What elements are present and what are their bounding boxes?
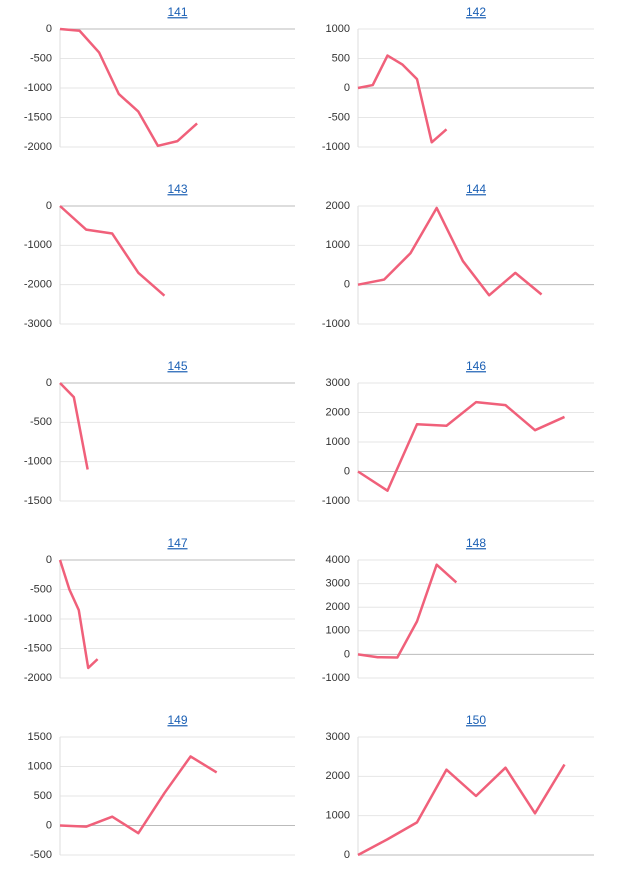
y-tick-label: -500 bbox=[30, 849, 52, 861]
y-tick-label: 1000 bbox=[28, 760, 52, 772]
y-tick-label: -1000 bbox=[24, 82, 52, 94]
chart-title[interactable]: 143 bbox=[167, 182, 187, 196]
y-tick-label: 1500 bbox=[28, 731, 52, 743]
y-tick-label: -1000 bbox=[24, 456, 52, 468]
y-tick-label: 1000 bbox=[326, 239, 350, 251]
y-tick-label: 0 bbox=[46, 23, 52, 35]
chart-title[interactable]: 149 bbox=[167, 713, 187, 727]
y-tick-label: 1000 bbox=[326, 23, 350, 35]
y-tick-label: -2000 bbox=[24, 279, 52, 291]
data-line bbox=[59, 382, 89, 470]
chart-title[interactable]: 142 bbox=[466, 5, 486, 19]
data-line bbox=[357, 206, 543, 297]
data-line bbox=[58, 559, 99, 670]
data-line bbox=[59, 755, 218, 835]
y-tick-label: -1000 bbox=[322, 318, 350, 330]
y-tick-label: -1000 bbox=[24, 613, 52, 625]
y-tick-label: 1000 bbox=[326, 810, 350, 822]
y-tick-label: -1500 bbox=[24, 495, 52, 507]
y-tick-label: -1000 bbox=[322, 672, 350, 684]
data-line bbox=[357, 563, 458, 659]
chart-title[interactable]: 144 bbox=[466, 182, 486, 196]
data-line bbox=[59, 205, 166, 297]
y-tick-label: 500 bbox=[332, 52, 350, 64]
chart-title[interactable]: 145 bbox=[167, 359, 187, 373]
y-tick-label: 2000 bbox=[326, 406, 350, 418]
y-tick-label: -1000 bbox=[322, 141, 350, 153]
y-tick-label: 2000 bbox=[326, 200, 350, 212]
y-tick-label: 1000 bbox=[326, 625, 350, 637]
y-tick-label: 0 bbox=[344, 82, 350, 94]
chart-title[interactable]: 150 bbox=[466, 713, 486, 727]
y-tick-label: 0 bbox=[344, 279, 350, 291]
y-tick-label: 0 bbox=[344, 648, 350, 660]
y-tick-label: -2000 bbox=[24, 141, 52, 153]
data-line bbox=[357, 400, 566, 492]
y-tick-label: -500 bbox=[30, 416, 52, 428]
y-tick-label: -1000 bbox=[24, 239, 52, 251]
y-tick-label: -1500 bbox=[24, 642, 52, 654]
chart-title[interactable]: 148 bbox=[466, 536, 486, 550]
data-line bbox=[59, 27, 198, 148]
data-line bbox=[357, 54, 448, 144]
y-tick-label: 3000 bbox=[326, 731, 350, 743]
y-tick-label: 0 bbox=[46, 377, 52, 389]
y-tick-label: 0 bbox=[344, 849, 350, 861]
y-tick-label: -1000 bbox=[322, 495, 350, 507]
y-tick-label: -2000 bbox=[24, 672, 52, 684]
y-tick-label: 3000 bbox=[326, 377, 350, 389]
y-tick-label: 500 bbox=[34, 790, 52, 802]
chart-title[interactable]: 141 bbox=[167, 5, 187, 19]
y-tick-label: 0 bbox=[344, 465, 350, 477]
y-tick-label: 2000 bbox=[326, 601, 350, 613]
data-line bbox=[357, 763, 566, 857]
y-tick-label: 0 bbox=[46, 200, 52, 212]
y-tick-label: -500 bbox=[30, 52, 52, 64]
y-tick-label: -3000 bbox=[24, 318, 52, 330]
y-tick-label: 4000 bbox=[326, 554, 350, 566]
chart-title[interactable]: 146 bbox=[466, 359, 486, 373]
y-tick-label: 2000 bbox=[326, 770, 350, 782]
y-tick-label: 1000 bbox=[326, 436, 350, 448]
y-tick-label: -500 bbox=[328, 111, 350, 123]
y-tick-label: 0 bbox=[46, 819, 52, 831]
y-tick-label: 3000 bbox=[326, 578, 350, 590]
y-tick-label: -500 bbox=[30, 583, 52, 595]
y-tick-label: 0 bbox=[46, 554, 52, 566]
y-tick-label: -1500 bbox=[24, 111, 52, 123]
chart-title[interactable]: 147 bbox=[167, 536, 187, 550]
